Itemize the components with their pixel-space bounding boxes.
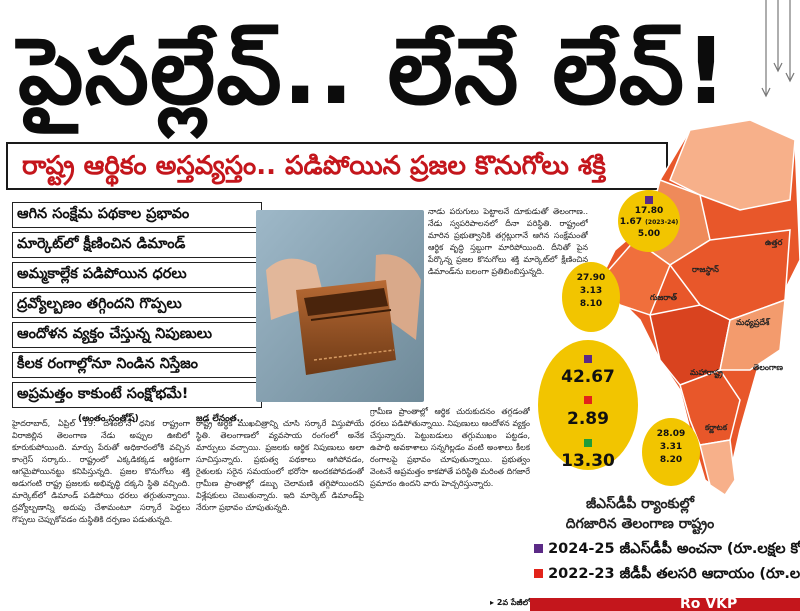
stat-note: (2023-24) — [645, 219, 679, 226]
stat-circle-gujarat: 27.90 3.13 8.10 — [562, 262, 620, 332]
bottom-banner-text: Ro VKP — [680, 598, 738, 611]
byline: (అంతం సంతోష్) — [78, 406, 198, 424]
stat-circle-rajasthan: 17.80 1.67 (2023-24) 5.00 — [618, 190, 680, 252]
stat-value: 2.89 — [567, 409, 609, 429]
india-map: రాజస్థాన్ మధ్యప్రదేశ్ గుజరాత్ మహారాష్ట్ర… — [599, 119, 800, 497]
key-point: ఆగిన సంక్షేమ పథకాల ప్రభావం — [12, 202, 262, 228]
article-column-2: రాష్ట్ర అర్థిక ముఖచిత్రాన్ని చూసి సర్కార… — [196, 419, 364, 512]
stat-value: 8.10 — [579, 299, 603, 309]
subheadline-frame — [6, 142, 668, 190]
legend-item-per-capita: 2022-23 జీడీపీ తలసరి ఆదాయం (రూ.లక్షల్లో) — [534, 566, 800, 586]
stat-value: 8.20 — [659, 455, 683, 465]
state-label: గుజరాత్ — [650, 293, 678, 302]
map-caption: జీఎస్‌డీపీ ర్యాంకుల్లో దిగజారిన తెలంగాణ … — [560, 494, 720, 534]
article-column-1: హైదరాబాద్, ఏప్రిల్ 19: దేశంలోనే ధనిక రాష… — [12, 419, 190, 524]
decorative-arrows — [761, 0, 795, 98]
key-point: అమ్మకాల్లేక పడిపోయిన ధరలు — [12, 262, 262, 288]
subheadline: రాష్ట్ర ఆర్థికం అస్తవ్యస్తం.. పడిపోయిన ప… — [22, 151, 606, 181]
key-point: మార్కెట్‌లో క్షీణించిన డిమాండ్ — [12, 232, 262, 258]
legend-item-gsdp: 2024-25 జీఎస్‌డీపీ అంచనా (రూ.లక్షల కోట్ల… — [534, 541, 800, 561]
stat-value: 28.09 — [656, 429, 686, 439]
stat-value: 17.80 — [634, 206, 664, 216]
state-label: ఉత్తర — [765, 238, 783, 248]
column2-heading: జడ లేనంత.. — [196, 414, 244, 424]
article-column-3: గ్రామీణ ప్రాంతాల్లో ఆర్థిక చురుకుదనం తగ్… — [370, 407, 530, 488]
stat-value: 27.90 — [576, 273, 606, 283]
stat-value: 5.00 — [637, 229, 661, 239]
legend-label: 2024-25 జీఎస్‌డీపీ అంచనా (రూ.లక్షల కోట్ల… — [548, 541, 800, 557]
headline: పైసల్లేవ్.. లేనే లేవ్! — [18, 18, 729, 125]
continued-note: ▸ 2వ పేజీలో — [490, 598, 531, 607]
state-label: రాజస్థాన్ — [692, 265, 719, 276]
stat-circle-maharashtra: 42.67 2.89 13.30 — [538, 340, 638, 471]
byline-text: (అంతం సంతోష్) — [78, 414, 139, 424]
state-label: మహారాష్ట్ర — [690, 368, 724, 379]
state-label: తెలంగాణ — [753, 363, 783, 372]
key-point: ద్రవ్యోల్బణం తగ్గిందని గొప్పలు — [12, 292, 262, 318]
legend-label: 2022-23 జీడీపీ తలసరి ఆదాయం (రూ.లక్షల్లో) — [548, 566, 800, 582]
stat-value: 42.67 — [561, 367, 615, 387]
key-point: అప్రమత్తం కాకుంటే సంక్షోభమే! — [12, 382, 262, 408]
state-label: మధ్యప్రదేశ్ — [736, 318, 771, 329]
continued-text: 2వ పేజీలో — [496, 598, 531, 607]
bottom-banner: Ro VKP — [530, 598, 800, 611]
stat-value: 3.31 — [659, 442, 683, 452]
article-column-3-top: నాడు పరుగులు పెట్టాలనే దూకుడుతో తెలంగాణ.… — [428, 207, 588, 276]
map-caption-line: జీఎస్‌డీపీ ర్యాంకుల్లో — [585, 496, 695, 512]
stat-value: 13.30 — [561, 451, 615, 471]
stat-circle-karnataka: 28.09 3.31 8.20 — [642, 418, 700, 486]
key-point: కీలక రంగాల్లోనూ నిండిన నిస్తేజం — [12, 352, 262, 378]
map-caption-line: దిగజారిన తెలంగాణ రాష్ట్రం — [565, 516, 715, 532]
key-point: ఆందోళన వ్యక్తం చేస్తున్న నిపుణులు — [12, 322, 262, 348]
column2-heading-wrap: జడ లేనంత.. — [196, 406, 356, 424]
empty-wallet-photo — [256, 210, 424, 402]
stat-value: 3.13 — [579, 286, 603, 296]
stat-value: 1.67 — [619, 217, 643, 227]
state-label: కర్ణాటక — [704, 423, 728, 434]
